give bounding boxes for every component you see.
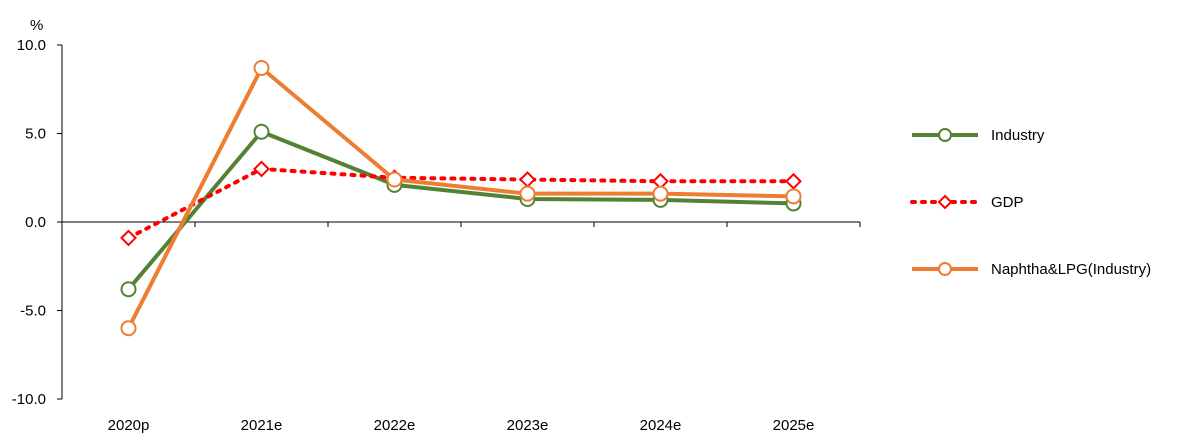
x-tick-label: 2022e xyxy=(374,417,416,434)
legend-marker xyxy=(937,194,953,210)
data-point xyxy=(120,281,137,298)
data-point xyxy=(120,229,137,247)
y-axis-unit-label: % xyxy=(30,17,43,34)
legend-item: Industry xyxy=(912,127,1045,144)
y-tick-label: 0.0 xyxy=(25,214,46,231)
series-layer xyxy=(120,60,802,337)
legend-marker xyxy=(938,128,952,142)
legend-label: GDP xyxy=(991,194,1024,211)
series-gdp xyxy=(120,160,802,247)
data-point xyxy=(253,123,270,140)
legend-item: Naphtha&LPG(Industry) xyxy=(912,261,1151,278)
legend-label: Naphtha&LPG(Industry) xyxy=(991,261,1151,278)
x-tick-label: 2023e xyxy=(507,417,549,434)
series-line xyxy=(126,166,796,240)
series-line xyxy=(126,129,794,291)
data-point xyxy=(519,171,536,188)
y-tick-label: 10.0 xyxy=(17,37,46,54)
y-tick-label: -10.0 xyxy=(12,391,46,408)
legend-item: GDP xyxy=(910,194,1024,211)
data-point xyxy=(253,60,270,77)
data-point xyxy=(785,172,802,190)
y-tick-label: -5.0 xyxy=(20,303,46,320)
x-tick-label: 2024e xyxy=(640,417,682,434)
data-point xyxy=(120,320,137,337)
data-point xyxy=(519,185,536,202)
legend-marker xyxy=(938,262,952,276)
legend-label: Industry xyxy=(991,127,1045,144)
series-naphtha-lpg-industry- xyxy=(120,60,802,337)
series-line xyxy=(126,66,794,330)
series-industry xyxy=(120,123,802,298)
legend: Industry GDP Naphtha&LPG(Industry) xyxy=(910,127,1151,278)
x-tick-label: 2025e xyxy=(773,417,815,434)
axes: 10.0 5.0 0.0 -5.0 -10.0 2020p 2021e 2022e 2023e 2… xyxy=(12,37,861,434)
x-tick-label: 2020p xyxy=(108,417,150,434)
x-tick-label: 2021e xyxy=(241,417,283,434)
data-point xyxy=(785,188,802,205)
data-point xyxy=(253,160,270,178)
data-point xyxy=(652,185,669,202)
y-tick-label: 5.0 xyxy=(25,126,46,143)
data-point xyxy=(386,171,403,188)
